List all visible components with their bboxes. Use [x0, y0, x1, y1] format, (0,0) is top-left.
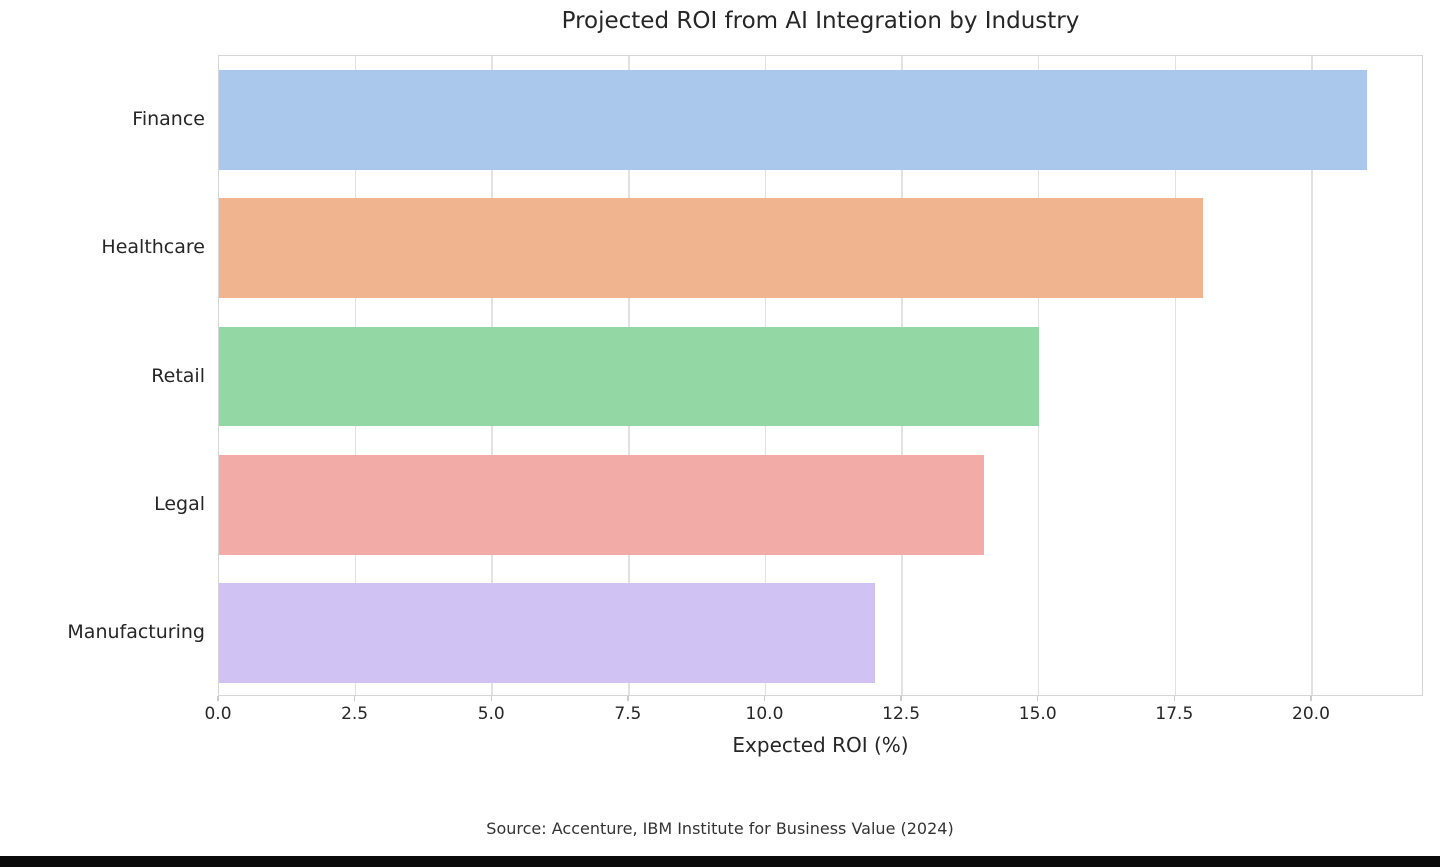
x-tick-label-5.0: 5.0 — [477, 704, 505, 724]
tick-mark-x-15.0 — [1037, 696, 1039, 701]
x-axis-label: Expected ROI (%) — [732, 733, 909, 757]
x-tick-label-17.5: 17.5 — [1155, 704, 1194, 724]
y-label-healthcare: Healthcare — [101, 236, 205, 259]
tick-mark-x-12.5 — [900, 696, 902, 701]
y-label-legal: Legal — [154, 492, 205, 515]
x-tick-label-2.5: 2.5 — [341, 704, 369, 724]
bar-manufacturing — [219, 582, 875, 683]
y-label-retail: Retail — [151, 364, 205, 387]
chart-title: Projected ROI from AI Integration by Ind… — [561, 8, 1080, 34]
x-tick-label-10.0: 10.0 — [745, 704, 784, 724]
tick-mark-x-0.0 — [217, 696, 219, 701]
source-note: Source: Accenture, IBM Institute for Bus… — [486, 819, 954, 838]
bar-legal — [219, 454, 985, 555]
tick-mark-x-7.5 — [627, 696, 629, 701]
x-tick-label-20.0: 20.0 — [1292, 704, 1330, 724]
bottom-black-strip — [0, 856, 1440, 867]
tick-mark-x-5.0 — [490, 696, 492, 701]
gridline-x-17.5 — [1174, 56, 1177, 695]
bar-healthcare — [219, 198, 1203, 299]
tick-mark-x-20.0 — [1310, 696, 1312, 701]
y-axis-labels: Finance Healthcare Retail Legal Manufacturin… — [0, 55, 205, 696]
bar-retail — [219, 326, 1039, 427]
tick-mark-x-2.5 — [353, 696, 356, 701]
gridline-x-15.0 — [1037, 56, 1040, 695]
bar-finance — [219, 70, 1367, 171]
x-tick-label-12.5: 12.5 — [882, 704, 921, 724]
x-axis-tick-labels: 0.0 2.5 5.0 7.5 10.0 12.5 15.0 17.5 20.0 — [204, 704, 1423, 728]
gridline-x-20.0 — [1311, 56, 1313, 695]
tick-mark-x-17.5 — [1173, 696, 1176, 701]
tick-mark-x-10.0 — [763, 696, 766, 701]
x-tick-label-0.0: 0.0 — [204, 704, 232, 724]
plot-area — [218, 55, 1423, 696]
x-tick-label-15.0: 15.0 — [1018, 704, 1057, 724]
x-tick-label-7.5: 7.5 — [614, 704, 642, 724]
y-label-finance: Finance — [132, 108, 205, 131]
y-label-manufacturing: Manufacturing — [67, 620, 205, 643]
